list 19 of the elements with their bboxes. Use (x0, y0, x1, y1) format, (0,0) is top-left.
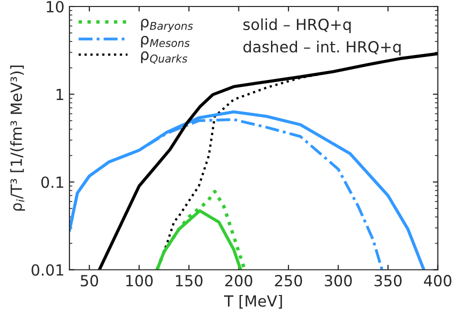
y-tick-label: 0.01 (32, 264, 64, 276)
y-axis-title: ρ$_{i}$/T³ [1/(fm³ MeV³)] (10, 66, 25, 211)
legend-label: ρ$_{Mesons}$ (141, 36, 190, 48)
x-tick-label: 300 (324, 274, 352, 286)
x-tick-label: 350 (374, 274, 402, 286)
y-tick-label: 0.1 (41, 176, 64, 188)
x-tick-label: 400 (424, 274, 452, 286)
x-tick-label: 200 (225, 274, 252, 286)
y-tick-label: 10 (46, 0, 64, 13)
x-tick-label: 250 (275, 274, 302, 286)
x-tick-label: 100 (126, 274, 153, 286)
annotation: dashed – int. HRQ+q (243, 40, 401, 56)
legend-label: ρ$_{Quarks}$ (141, 51, 188, 64)
annotation: solid – HRQ+q (243, 18, 351, 34)
x-tick-label: 150 (176, 274, 202, 286)
x-tick-label: 50 (80, 274, 98, 286)
y-tick-label: 1 (56, 88, 64, 100)
legend-label: ρ$_{Baryons}$ (141, 18, 193, 32)
x-axis-title: T [MeV] (224, 294, 282, 309)
